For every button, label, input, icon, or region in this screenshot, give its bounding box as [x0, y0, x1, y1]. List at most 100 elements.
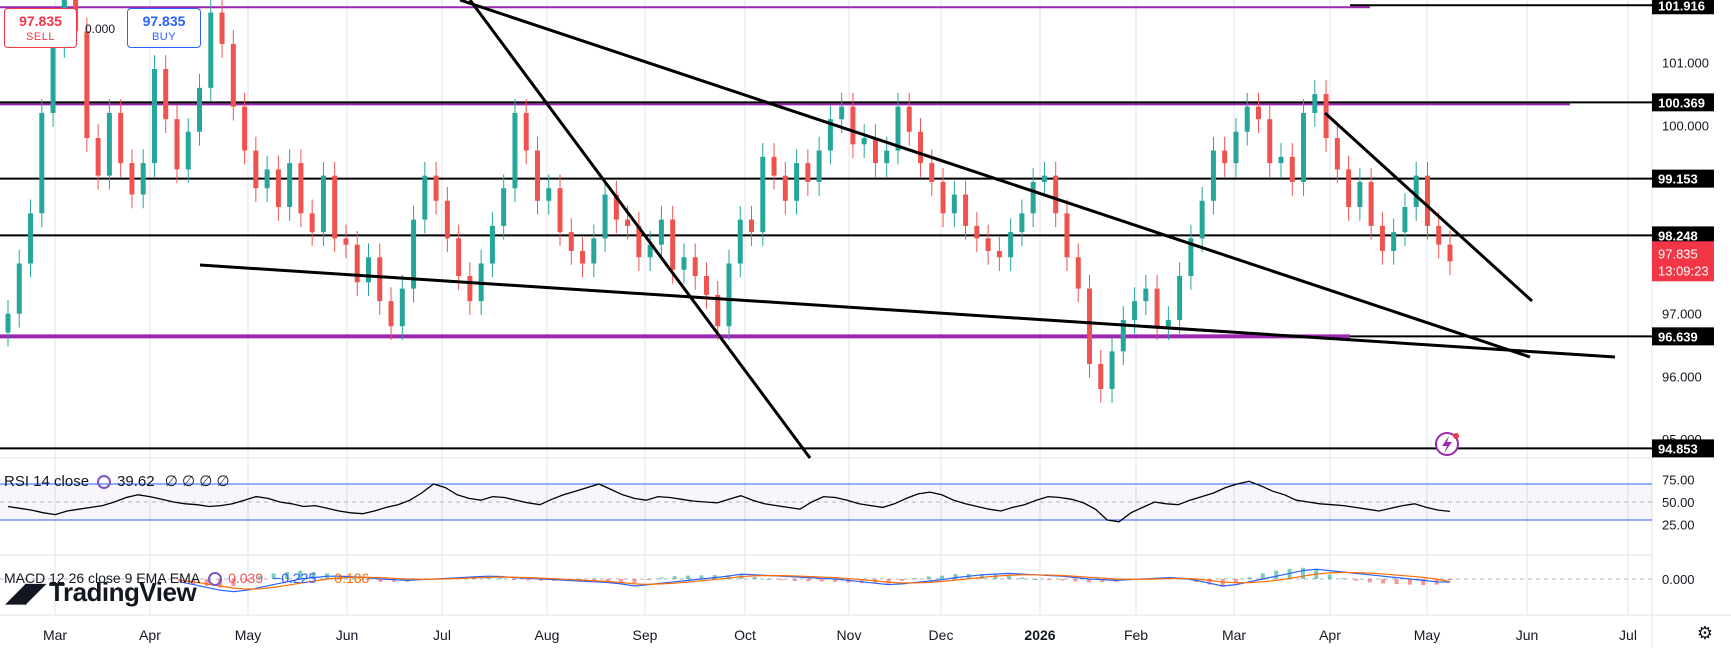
candle-body — [1120, 319, 1126, 352]
buy-button[interactable]: 97.835 BUY — [127, 8, 201, 48]
macd-hist-bar — [899, 579, 904, 581]
candle-body — [1188, 238, 1194, 277]
macd-hist-bar — [1006, 575, 1011, 579]
x-tick-label: Mar — [43, 627, 67, 643]
candle-body — [1041, 175, 1047, 182]
candle-body — [140, 163, 146, 195]
candle-body — [1379, 225, 1385, 251]
level-tag-label: 101.916 — [1658, 0, 1705, 13]
last-price-label: 97.835 — [1658, 246, 1698, 261]
y-tick-label: 100.000 — [1662, 118, 1709, 133]
level-tag-label: 98.248 — [1658, 228, 1698, 243]
macd-hist-bar — [645, 579, 650, 580]
candle-body — [1436, 225, 1442, 245]
rsi-na-values: ∅ ∅ ∅ ∅ — [164, 473, 230, 490]
candle-body — [557, 188, 563, 233]
candle-body — [242, 106, 248, 151]
level-tag — [1652, 93, 1714, 112]
x-tick-label: Mar — [1222, 627, 1246, 643]
candle-body — [996, 250, 1002, 258]
macd-hist-bar — [1046, 579, 1051, 580]
x-tick-label: Sep — [633, 627, 658, 643]
macd-hist-bar — [351, 578, 356, 580]
candle-body — [1154, 288, 1160, 327]
macd-hist-bar — [940, 575, 944, 579]
candle-body — [1301, 112, 1307, 182]
candle-body — [1368, 181, 1374, 226]
candle-body — [613, 194, 619, 220]
candle-body — [1053, 175, 1059, 214]
candle-body — [512, 112, 518, 189]
candle-body — [456, 238, 462, 277]
sell-button[interactable]: 97.835 SELL — [4, 8, 77, 48]
macd-hist-bar — [538, 579, 543, 581]
x-tick-label: Dec — [929, 627, 954, 643]
rsi-settings-icon[interactable] — [97, 475, 112, 490]
buy-label: BUY — [151, 31, 177, 43]
candle-body — [1244, 106, 1250, 132]
candle-body — [929, 163, 935, 182]
candle-body — [1109, 351, 1115, 389]
candle-body — [1165, 319, 1171, 327]
candle-body — [850, 106, 856, 145]
candle-body — [816, 150, 822, 182]
candle-body — [197, 87, 203, 132]
macd-settings-icon[interactable] — [208, 572, 223, 587]
macd-hist-bar — [1448, 579, 1452, 581]
candle-body — [760, 156, 766, 233]
candle-body — [703, 276, 709, 295]
candle-body — [591, 238, 597, 264]
candle-body — [974, 225, 980, 239]
candle-body — [444, 200, 450, 239]
candle-body — [771, 156, 777, 176]
macd-hist-bar — [1274, 570, 1279, 579]
candle-body — [1424, 175, 1430, 226]
level-tag — [1652, 169, 1714, 188]
candle-body — [940, 181, 946, 214]
candle-body — [1267, 119, 1273, 164]
macd-hist-bar — [686, 575, 690, 579]
candle-body — [467, 276, 473, 302]
macd-hist-bar — [953, 573, 958, 579]
macd-hist-bar — [766, 579, 771, 580]
candle-body — [1030, 181, 1036, 214]
rsi-label: RSI 14 close — [4, 473, 90, 490]
level-tag-label: 99.153 — [1658, 172, 1698, 187]
candle-body — [737, 219, 743, 264]
macd-hist-bar — [311, 572, 316, 579]
tradingview-logo[interactable]: ◢◤ TradingView — [6, 577, 197, 608]
candle-body — [1255, 106, 1261, 120]
candle-body — [647, 244, 653, 258]
macd-hist-bar — [605, 579, 610, 581]
macd-hist-bar — [204, 579, 209, 586]
macd-tick-label: 0.000 — [1662, 572, 1695, 587]
x-tick-label: Feb — [1124, 627, 1148, 643]
candle-body — [118, 112, 124, 164]
rsi-legend[interactable]: RSI 14 close 39.62 ∅ ∅ ∅ ∅ — [4, 472, 230, 490]
macd-signal-value: −0.186 — [326, 570, 370, 586]
gear-icon[interactable]: ⚙ — [1696, 623, 1713, 643]
macd-legend[interactable]: MACD 12 26 close 9 EMA EMA 0.039 −0.225 −… — [4, 570, 370, 587]
macd-hist-bar — [1260, 573, 1265, 579]
macd-hist-bar — [993, 574, 998, 579]
candle-body — [1278, 156, 1284, 164]
macd-hist-bar — [886, 579, 891, 584]
candle-body — [1402, 207, 1408, 233]
macd-hist-bar — [1207, 579, 1212, 585]
candle-body — [636, 225, 642, 258]
candle-body — [602, 194, 608, 239]
macd-label: MACD 12 26 close 9 EMA EMA — [4, 570, 201, 586]
macd-hist-bar — [752, 577, 757, 579]
candle-body — [872, 138, 878, 164]
candle-body — [692, 257, 698, 277]
macd-hist-bar — [1073, 579, 1078, 582]
macd-hist-bar — [792, 579, 797, 581]
candle-body — [411, 219, 417, 289]
candle-body — [39, 112, 45, 214]
candle-body — [985, 238, 991, 251]
candle-body — [546, 188, 552, 201]
x-tick-label: Jul — [1619, 627, 1637, 643]
candle-body — [377, 257, 383, 302]
candle-body — [422, 175, 428, 220]
